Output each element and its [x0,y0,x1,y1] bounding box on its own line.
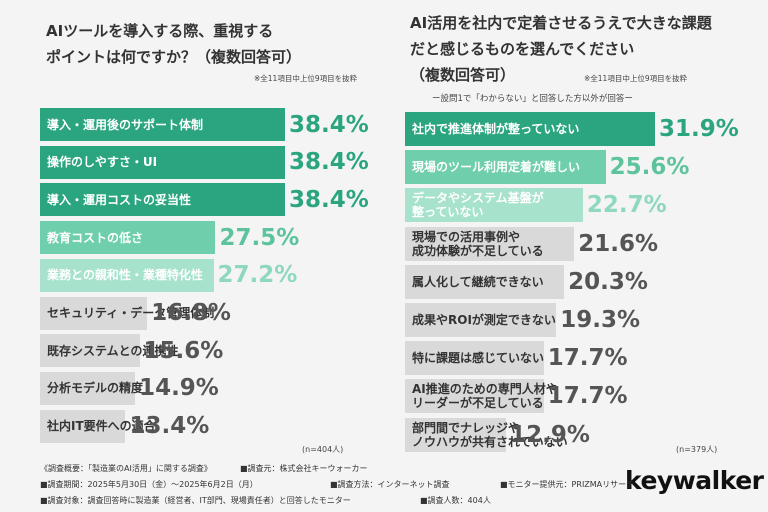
note: ※全11項目中上位9項目を抜粋 [584,74,688,83]
category-label: 既存システムとの連携性 [47,343,179,358]
category-label: 分析モデルの精度 [47,381,144,396]
footer-text: ■調査元：株式会社キーウォーカー [240,464,368,473]
category-label: 業務との親和性・業種特化性 [47,268,203,283]
bar [405,264,565,299]
value-label: 19.3% [560,307,641,333]
category-label: 部門間でナレッジや ノウハウが共有されていない [412,420,568,449]
bar [40,221,216,255]
chart-title: AIツールを導入する際、重視する ポイントは何ですか？（複数回答可） [46,22,302,66]
bar [40,409,126,443]
bar [405,379,544,414]
category-label: 属人化して継続できない [412,274,544,289]
value-label: 27.2% [217,262,298,289]
bar [40,296,148,330]
footer-text: ■調査対象：調査回答時に製造業（経営者、IT部門、現場責任者）と回答したモニター [40,496,351,505]
category-label: AI推進のための専門人材や リーダーが不足している [412,382,558,411]
value-label: 38.4% [289,149,369,176]
value-label: 13.4% [129,413,210,440]
value-label: 16.8% [151,300,231,326]
bar [40,183,285,217]
value-label: 12.9% [510,421,590,448]
bar [40,334,140,368]
bar [40,145,285,179]
category-label: データやシステム基盤が 整っていない [412,191,544,220]
value-label: 21.6% [578,230,659,257]
category-label: 成果やROIが測定できない [412,313,556,327]
bar [405,188,583,223]
category-label: 特に課題は感じていない [412,351,545,366]
value-label: 38.4% [289,111,369,138]
category-label: 導入・運用後のサポート体制 [47,117,204,132]
bar [405,112,655,146]
footer-text: ■調査期間：2025年5月30日（金）〜2025年6月2日（月） [40,480,258,489]
logo: keywalker [625,466,764,495]
note: ※全11項目中上位9項目を抜粋 [254,74,358,83]
category-label: 社内IT要件への適合 [47,419,156,434]
bar [405,341,544,376]
category-label: 教育コストの低さ [47,230,144,245]
bar [40,258,214,292]
value-label: 25.6% [609,154,690,181]
bar [405,417,507,452]
value-label: 27.5% [219,224,300,251]
value-label: 14.9% [139,375,219,402]
bar [405,303,557,337]
bar [40,108,285,141]
value-label: 17.7% [547,345,628,372]
footer-text: ■調査人数：404人 [420,496,491,505]
value-label: 20.3% [568,268,648,295]
value-label: 17.7% [547,383,628,410]
footer-text: 《調査概要：「製造業のAI活用」に関する調査》 [40,464,212,473]
value-label: 15.6% [143,337,224,364]
subtitle: ー設問1で「わからない」と回答した方以外が回答ー [432,94,633,104]
category-label: セキュリティ・データ管理体制 [47,306,215,320]
bar [40,371,136,405]
value-label: 31.9% [659,116,739,142]
category-label: 現場での活用事例や 成功体験が不足している [412,229,544,258]
category-label: 導入・運用コストの妥当性 [47,192,192,207]
footer-text: ■調査方法：インターネット調査 [330,480,450,489]
value-label: 22.7% [586,192,667,219]
sample-size: (n=379人) [676,445,718,454]
category-label: 現場のツール利用定着が難しい [412,160,581,175]
category-label: 操作のしやすさ・UI [47,155,158,170]
footer-text: ■モニター提供元：PRIZMAリサーチ [500,480,635,489]
bar [405,150,606,185]
chart-title: AI活用を社内で定着させるうえで大きな課題 だと感じるものを選んでください （複… [410,14,712,84]
sample-size: (n=404人) [302,445,344,454]
value-label: 38.4% [289,186,369,213]
bar [405,226,575,261]
category-label: 社内で推進体制が整っていない [412,122,580,136]
